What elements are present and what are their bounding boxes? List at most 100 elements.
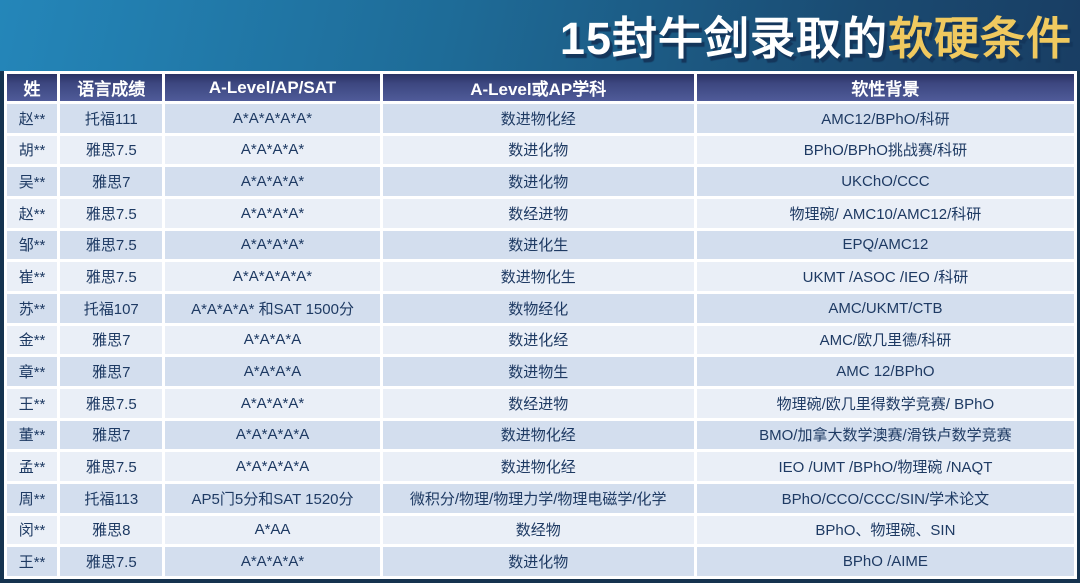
cell-surname: 王**: [7, 388, 58, 418]
cell-subjects: 数经进物: [382, 198, 694, 228]
cell-surname: 胡**: [7, 135, 58, 165]
cell-language-score: 雅思7: [60, 325, 163, 355]
page-title-prefix: 15封牛剑录取的: [559, 13, 888, 64]
table-row: 邹** 雅思7.5 A*A*A*A* 数进化生 EPQ/AMC12: [7, 230, 1074, 260]
cell-alevel-ap-sat: A*A*A*A: [165, 325, 380, 355]
cell-language-score: 雅思7: [60, 357, 163, 386]
cell-subjects: 数物经化: [382, 293, 694, 323]
table-row: 苏** 托福107 A*A*A*A* 和SAT 1500分 数物经化 AMC/UKMT/…: [7, 293, 1074, 323]
cell-subjects: 数进物化经: [382, 452, 694, 481]
header-subjects: A-Level或AP学科: [382, 74, 694, 101]
cell-soft-background: AMC 12/BPhO: [696, 357, 1074, 386]
cell-surname: 苏**: [7, 293, 58, 323]
cell-soft-background: UKMT /ASOC /IEO /科研: [696, 262, 1074, 291]
cell-subjects: 数进物化生: [382, 262, 694, 291]
cell-soft-background: BMO/加拿大数学澳赛/滑铁卢数学竞赛: [696, 420, 1074, 450]
cell-language-score: 雅思7: [60, 167, 163, 196]
cell-alevel-ap-sat: A*A*A*A*A: [165, 452, 380, 481]
cell-surname: 崔**: [7, 262, 58, 291]
cell-language-score: 雅思8: [60, 515, 163, 545]
table-row: 胡** 雅思7.5 A*A*A*A* 数进化物 BPhO/BPhO挑战赛/科研: [7, 135, 1074, 165]
header-language-score: 语言成绩: [60, 74, 163, 101]
page-title-highlight: 软硬条件: [887, 13, 1072, 64]
admissions-table: 姓 语言成绩 A-Level/AP/SAT A-Level或AP学科 软性背景 …: [4, 71, 1077, 579]
table-row: 吴** 雅思7 A*A*A*A* 数进化物 UKChO/CCC: [7, 167, 1074, 196]
cell-alevel-ap-sat: AP5门5分和SAT 1520分: [165, 483, 380, 513]
cell-surname: 孟**: [7, 452, 58, 481]
cell-subjects: 数进化生: [382, 230, 694, 260]
cell-surname: 赵**: [7, 198, 58, 228]
cell-subjects: 微积分/物理/物理力学/物理电磁学/化学: [382, 483, 694, 513]
cell-language-score: 雅思7.5: [60, 452, 163, 481]
cell-alevel-ap-sat: A*A*A*A*: [165, 135, 380, 165]
cell-surname: 金**: [7, 325, 58, 355]
cell-soft-background: AMC12/BPhO/科研: [696, 104, 1074, 133]
cell-soft-background: BPhO/CCO/CCC/SIN/学术论文: [696, 483, 1074, 513]
cell-language-score: 雅思7.5: [60, 230, 163, 260]
cell-alevel-ap-sat: A*A*A*A*: [165, 198, 380, 228]
cell-subjects: 数进化经: [382, 325, 694, 355]
cell-alevel-ap-sat: A*A*A*A: [165, 357, 380, 386]
cell-subjects: 数进化物: [382, 167, 694, 196]
table-row: 金** 雅思7 A*A*A*A 数进化经 AMC/欧几里德/科研: [7, 325, 1074, 355]
cell-subjects: 数进物化经: [382, 104, 694, 133]
cell-language-score: 雅思7: [60, 420, 163, 450]
cell-alevel-ap-sat: A*A*A*A*: [165, 167, 380, 196]
cell-soft-background: BPhO /AIME: [696, 547, 1074, 576]
cell-language-score: 雅思7.5: [60, 388, 163, 418]
admissions-table-frame: 姓 语言成绩 A-Level/AP/SAT A-Level或AP学科 软性背景 …: [0, 71, 1080, 583]
cell-alevel-ap-sat: A*A*A*A*A*: [165, 104, 380, 133]
cell-alevel-ap-sat: A*A*A*A*A: [165, 420, 380, 450]
header-soft-background: 软性背景: [696, 74, 1074, 101]
cell-subjects: 数进物化经: [382, 420, 694, 450]
cell-alevel-ap-sat: A*A*A*A*: [165, 388, 380, 418]
cell-language-score: 雅思7.5: [60, 198, 163, 228]
cell-subjects: 数进化物: [382, 135, 694, 165]
header-surname: 姓: [7, 74, 58, 101]
cell-language-score: 托福111: [60, 104, 163, 133]
table-row: 孟** 雅思7.5 A*A*A*A*A 数进物化经 IEO /UMT /BPhO/物理碗…: [7, 452, 1074, 481]
header-alevel-ap-sat: A-Level/AP/SAT: [165, 74, 380, 101]
cell-surname: 吴**: [7, 167, 58, 196]
cell-surname: 王**: [7, 547, 58, 576]
table-row: 闵** 雅思8 A*AA 数经物 BPhO、物理碗、SIN: [7, 515, 1074, 545]
cell-soft-background: BPhO/BPhO挑战赛/科研: [696, 135, 1074, 165]
cell-language-score: 雅思7.5: [60, 547, 163, 576]
table-row: 王** 雅思7.5 A*A*A*A* 数进化物 BPhO /AIME: [7, 547, 1074, 576]
cell-soft-background: EPQ/AMC12: [696, 230, 1074, 260]
cell-soft-background: AMC/欧几里德/科研: [696, 325, 1074, 355]
cell-alevel-ap-sat: A*A*A*A*: [165, 547, 380, 576]
cell-surname: 周**: [7, 483, 58, 513]
cell-subjects: 数进物生: [382, 357, 694, 386]
cell-alevel-ap-sat: A*A*A*A* 和SAT 1500分: [165, 293, 380, 323]
table-row: 赵** 托福111 A*A*A*A*A* 数进物化经 AMC12/BPhO/科研: [7, 104, 1074, 133]
cell-alevel-ap-sat: A*A*A*A*: [165, 230, 380, 260]
cell-language-score: 托福113: [60, 483, 163, 513]
cell-surname: 赵**: [7, 104, 58, 133]
cell-surname: 邹**: [7, 230, 58, 260]
cell-soft-background: AMC/UKMT/CTB: [696, 293, 1074, 323]
cell-subjects: 数经进物: [382, 388, 694, 418]
cell-language-score: 雅思7.5: [60, 135, 163, 165]
table-body: 赵** 托福111 A*A*A*A*A* 数进物化经 AMC12/BPhO/科研 胡** 雅…: [7, 104, 1074, 576]
cell-surname: 董**: [7, 420, 58, 450]
cell-surname: 闵**: [7, 515, 58, 545]
cell-subjects: 数经物: [382, 515, 694, 545]
cell-soft-background: IEO /UMT /BPhO/物理碗 /NAQT: [696, 452, 1074, 481]
cell-soft-background: 物理碗/ AMC10/AMC12/科研: [696, 198, 1074, 228]
cell-alevel-ap-sat: A*AA: [165, 515, 380, 545]
cell-language-score: 托福107: [60, 293, 163, 323]
cell-subjects: 数进化物: [382, 547, 694, 576]
table-row: 周** 托福113 AP5门5分和SAT 1520分 微积分/物理/物理力学/物理电磁…: [7, 483, 1074, 513]
page-title: 15封牛剑录取的软硬条件: [560, 2, 1072, 67]
table-row: 王** 雅思7.5 A*A*A*A* 数经进物 物理碗/欧几里得数学竞赛/ BPhO: [7, 388, 1074, 418]
table-row: 章** 雅思7 A*A*A*A 数进物生 AMC 12/BPhO: [7, 357, 1074, 386]
cell-alevel-ap-sat: A*A*A*A*A*: [165, 262, 380, 291]
table-row: 赵** 雅思7.5 A*A*A*A* 数经进物 物理碗/ AMC10/AMC12/科研: [7, 198, 1074, 228]
cell-language-score: 雅思7.5: [60, 262, 163, 291]
table-row: 董** 雅思7 A*A*A*A*A 数进物化经 BMO/加拿大数学澳赛/滑铁卢数学竞赛: [7, 420, 1074, 450]
table-header-row: 姓 语言成绩 A-Level/AP/SAT A-Level或AP学科 软性背景: [7, 74, 1074, 101]
cell-soft-background: 物理碗/欧几里得数学竞赛/ BPhO: [696, 388, 1074, 418]
cell-soft-background: UKChO/CCC: [696, 167, 1074, 196]
